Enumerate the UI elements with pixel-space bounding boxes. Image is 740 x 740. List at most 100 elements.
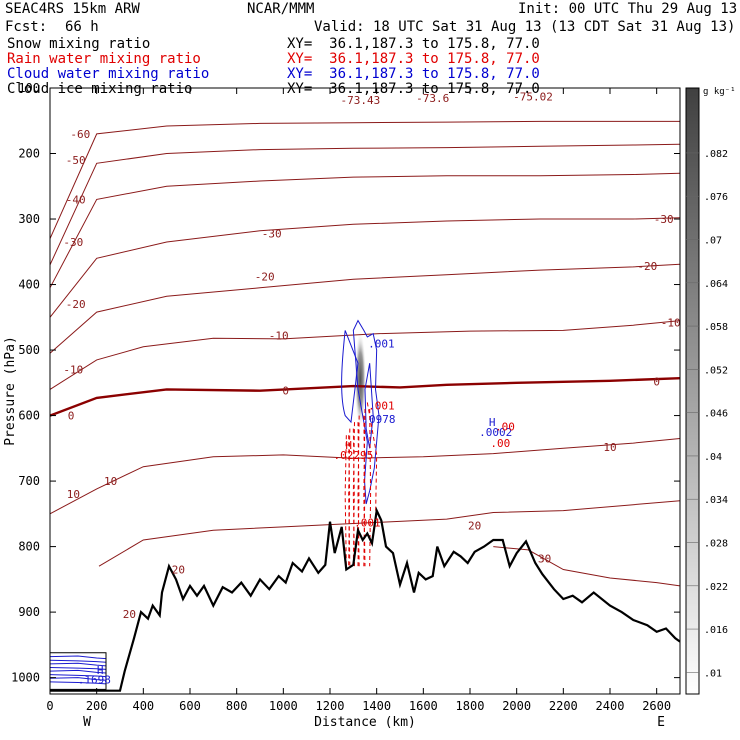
rain-water-label: .00 — [495, 421, 515, 434]
cloud-water-contour — [49, 662, 107, 667]
isotherm-label: 30 — [538, 552, 551, 565]
x-tick-label: 600 — [179, 699, 201, 713]
isotherm-line — [493, 546, 681, 587]
isotherm-label: -50 — [66, 154, 86, 167]
cloud-water-contour — [352, 319, 380, 505]
rain-water-contour — [363, 409, 366, 567]
model-title: SEAC4RS 15km ARW — [5, 1, 140, 17]
colorbar-tick-label: .064 — [704, 279, 728, 290]
y-axis-label: Pressure (hPa) — [3, 336, 18, 446]
rain-water-label: .00 — [490, 437, 510, 450]
cloud-water-contour — [364, 363, 374, 449]
terrain-line — [50, 506, 681, 692]
rain-water-contour — [357, 415, 360, 567]
y-tick-label: 200 — [18, 147, 40, 161]
rain-water-contour — [348, 428, 351, 567]
x-tick-label: 1800 — [456, 699, 485, 713]
colorbar-tick-label: .01 — [704, 668, 722, 679]
cloud-water-label: .0002 — [479, 426, 512, 439]
east-label: E — [657, 715, 665, 730]
isotherm-label: -30 — [654, 213, 674, 226]
colorbar-tick-label: .028 — [704, 539, 728, 550]
isotherm-line — [49, 143, 681, 266]
x-tick-label: 1600 — [409, 699, 438, 713]
colorbar-tick-label: .016 — [704, 625, 728, 636]
field-snow-xy: XY= 36.1,187.3 to 175.8, 77.0 — [287, 36, 540, 52]
cloud-water-label: .001 — [368, 338, 395, 351]
isotherm-label: 0 — [282, 385, 289, 398]
x-tick-label: 400 — [132, 699, 154, 713]
surface-label: .1698 — [78, 674, 111, 687]
y-tick-label: 500 — [18, 343, 40, 357]
colorbar-tick-label: .052 — [704, 365, 728, 376]
y-tick-label: 300 — [18, 212, 40, 226]
tropopause-temp-label: -73.43 — [340, 94, 380, 107]
field-cloudwater-name: Cloud water mixing ratio — [7, 66, 210, 82]
field-rain-xy: XY= 36.1,187.3 to 175.8, 77.0 — [287, 51, 540, 67]
rain-water-contour — [369, 409, 372, 567]
isotherm-label: 20 — [123, 608, 136, 621]
isotherm-line — [49, 172, 681, 289]
y-tick-label: 800 — [18, 540, 40, 554]
cloud-water-contour — [49, 666, 107, 670]
surface-label: H — [97, 664, 104, 677]
cloud-water-contour — [341, 330, 359, 424]
isotherm-label: -40 — [66, 193, 86, 206]
isotherm-label: -10 — [661, 317, 681, 330]
x-tick-label: 200 — [86, 699, 108, 713]
isotherm-label: -10 — [269, 330, 289, 343]
cloud-water-contour — [49, 655, 107, 660]
x-tick-label: 2200 — [549, 699, 578, 713]
isotherm-line — [49, 263, 681, 354]
isotherm-label: 10 — [104, 475, 117, 488]
colorbar-tick-label: .022 — [704, 582, 728, 593]
isotherm-label: -20 — [637, 260, 657, 273]
colorbar-unit: g kg⁻¹ — [703, 87, 736, 97]
x-tick-label: 2000 — [502, 699, 531, 713]
cloud-water-contour — [49, 677, 107, 681]
isotherm-label: 0 — [68, 410, 75, 423]
isotherm-line — [49, 320, 681, 390]
field-cloudwater-xy: XY= 36.1,187.3 to 175.8, 77.0 — [287, 66, 540, 82]
x-tick-label: 1000 — [269, 699, 298, 713]
cloud-water-label: .0978 — [362, 413, 395, 426]
rain-water-contour — [344, 435, 347, 567]
colorbar-tick-label: .046 — [704, 409, 728, 420]
x-tick-label: 2600 — [642, 699, 671, 713]
isotherm-label: -20 — [255, 271, 275, 284]
colorbar-tick-label: .082 — [704, 149, 728, 160]
y-tick-label: 700 — [18, 474, 40, 488]
plot-frame — [49, 87, 681, 695]
colorbar — [685, 87, 700, 695]
org-label: NCAR/MMM — [247, 1, 315, 17]
snow-mixing-ratio-shading — [354, 330, 367, 429]
isotherm-label: 20 — [172, 564, 185, 577]
rain-water-contour — [352, 422, 355, 567]
isotherm-label: 0 — [653, 376, 660, 389]
x-tick-label: 2400 — [596, 699, 625, 713]
surface-layer-box — [50, 652, 107, 690]
y-tick-label: 900 — [18, 605, 40, 619]
forecast-hours: 66 h — [65, 19, 99, 35]
cloud-water-contour — [49, 681, 107, 685]
colorbar-tick-label: .034 — [704, 495, 728, 506]
isotherm-line — [49, 217, 681, 318]
rain-water-label: .02295 — [333, 449, 373, 462]
x-tick-label: 0 — [46, 699, 53, 713]
west-label: W — [83, 715, 91, 730]
cloud-water-contour — [49, 659, 107, 663]
rain-water-label: H — [345, 439, 352, 452]
colorbar-tick-label: .076 — [704, 192, 728, 203]
x-tick-label: 800 — [226, 699, 248, 713]
x-tick-label: 1200 — [316, 699, 345, 713]
cloud-water-contour — [49, 669, 107, 674]
tropopause-temp-label: -73.6 — [416, 92, 449, 105]
rain-water-label: .001 — [354, 516, 381, 529]
isotherm-label: 20 — [468, 520, 481, 533]
isotherm-line — [49, 120, 680, 239]
colorbar-tick-label: .04 — [704, 452, 722, 463]
rain-water-label: .001 — [368, 400, 395, 413]
isotherm-label: -20 — [66, 298, 86, 311]
valid-time: Valid: 18 UTC Sat 31 Aug 13 (13 CDT Sat … — [314, 19, 736, 35]
